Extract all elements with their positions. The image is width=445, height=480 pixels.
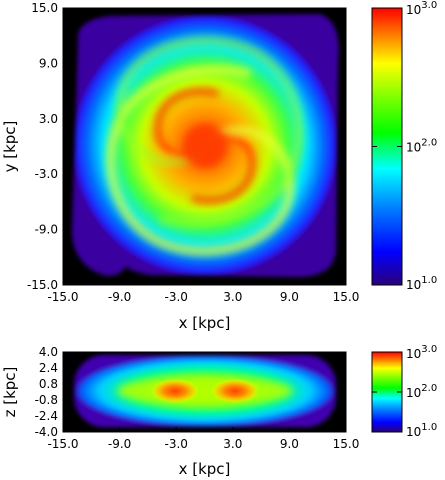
top-ytick-label: 15.0 <box>31 1 58 15</box>
bottom-ytick-label: 4.0 <box>39 345 58 359</box>
top-ytick-label: -9.0 <box>35 223 58 237</box>
face-on-panel <box>63 8 346 285</box>
bottom-colorbar-label: 103.0 <box>406 344 437 361</box>
edge-on-frame <box>62 351 347 433</box>
top-xlabel: x [kpc] <box>179 314 231 332</box>
top-colorbar-label: 102.0 <box>406 138 437 155</box>
top-xtick-label: 15.0 <box>333 290 360 304</box>
top-xtick-label: -9.0 <box>108 290 131 304</box>
top-ylabel: y [kpc] <box>1 121 19 173</box>
top-ytick-label: -15.0 <box>27 278 58 292</box>
bottom-xlabel: x [kpc] <box>179 460 231 478</box>
axis-ticks: -15.0 -9.0 -3.0 3.0 9.0 15.0 -15.0 -9.0 -3.0 3.0 9… <box>27 0 437 451</box>
edge-on-midplane <box>117 376 293 406</box>
central-bulge <box>183 124 227 168</box>
bottom-xtick-label: 3.0 <box>223 437 242 451</box>
spiral-arm-2 <box>115 36 304 227</box>
bottom-ytick-label: -4.0 <box>35 425 58 439</box>
spiral-arm-1 <box>106 65 295 256</box>
bottom-xtick-label: 15.0 <box>333 437 360 451</box>
top-xtick-label: 3.0 <box>223 290 242 304</box>
edge-on-knot-left <box>151 379 199 403</box>
top-xtick-label: 9.0 <box>280 290 299 304</box>
bottom-ytick-label: 2.4 <box>39 361 58 375</box>
bottom-ytick-label: -2.4 <box>35 409 58 423</box>
edge-on-knot-right <box>211 379 259 403</box>
bottom-ytick-label: -0.8 <box>35 393 58 407</box>
bottom-ylabel: z [kpc] <box>1 367 19 418</box>
top-xtick-label: -3.0 <box>164 290 187 304</box>
top-colorbar-label: 103.0 <box>406 0 437 17</box>
bottom-xtick-label: -3.0 <box>164 437 187 451</box>
bottom-xtick-label: 9.0 <box>280 437 299 451</box>
top-ytick-label: -3.0 <box>35 167 58 181</box>
bottom-xtick-label: -9.0 <box>108 437 131 451</box>
top-ytick-label: 9.0 <box>39 56 58 70</box>
top-ytick-label: 3.0 <box>39 112 58 126</box>
bottom-colorbar-label: 102.0 <box>406 383 437 400</box>
top-colorbar-label: 101.0 <box>406 275 437 292</box>
face-on-frame <box>62 7 347 286</box>
edge-on-panel <box>63 352 346 432</box>
top-xtick-label: -15.0 <box>47 290 78 304</box>
bottom-colorbar-label: 101.0 <box>406 422 437 439</box>
bottom-ytick-label: 0.8 <box>39 377 58 391</box>
bottom-xtick-label: -15.0 <box>47 437 78 451</box>
